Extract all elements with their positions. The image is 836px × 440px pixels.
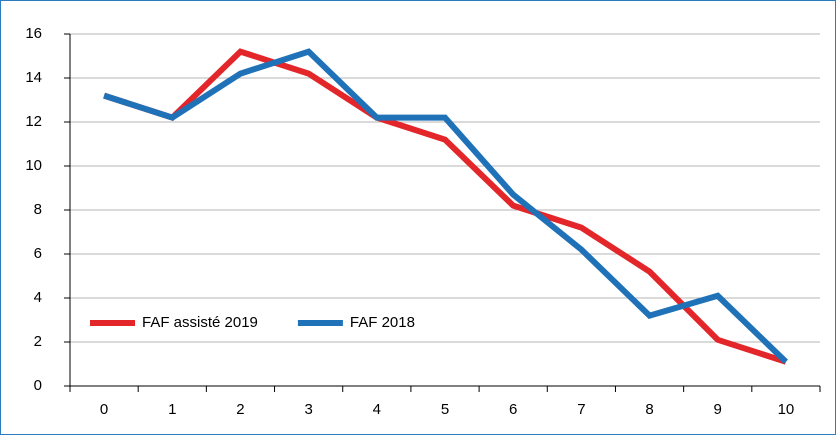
y-tick-label: 0: [34, 377, 42, 394]
y-tick-label: 10: [25, 157, 42, 174]
x-tick-label: 3: [304, 401, 312, 418]
x-tick-label: 4: [373, 401, 381, 418]
x-tick-label: 1: [168, 401, 176, 418]
y-tick-label: 6: [34, 245, 42, 262]
y-tick-label: 12: [25, 113, 42, 130]
legend-label: FAF assisté 2019: [142, 314, 258, 331]
y-tick-label: 16: [25, 25, 42, 42]
x-tick-label: 5: [441, 401, 449, 418]
x-tick-label: 0: [100, 401, 108, 418]
y-tick-label: 4: [34, 289, 42, 306]
x-tick-label: 8: [645, 401, 653, 418]
x-tick-label: 9: [714, 401, 722, 418]
x-tick-label: 7: [577, 401, 585, 418]
y-tick-label: 14: [25, 69, 42, 86]
y-tick-label: 8: [34, 201, 42, 218]
x-tick-label: 6: [509, 401, 517, 418]
x-tick-label: 10: [778, 401, 795, 418]
series-line: [103, 48, 788, 364]
series-line: [103, 48, 787, 365]
x-tick-label: 2: [236, 401, 244, 418]
y-tick-label: 2: [34, 333, 42, 350]
legend-label: FAF 2018: [350, 314, 415, 331]
